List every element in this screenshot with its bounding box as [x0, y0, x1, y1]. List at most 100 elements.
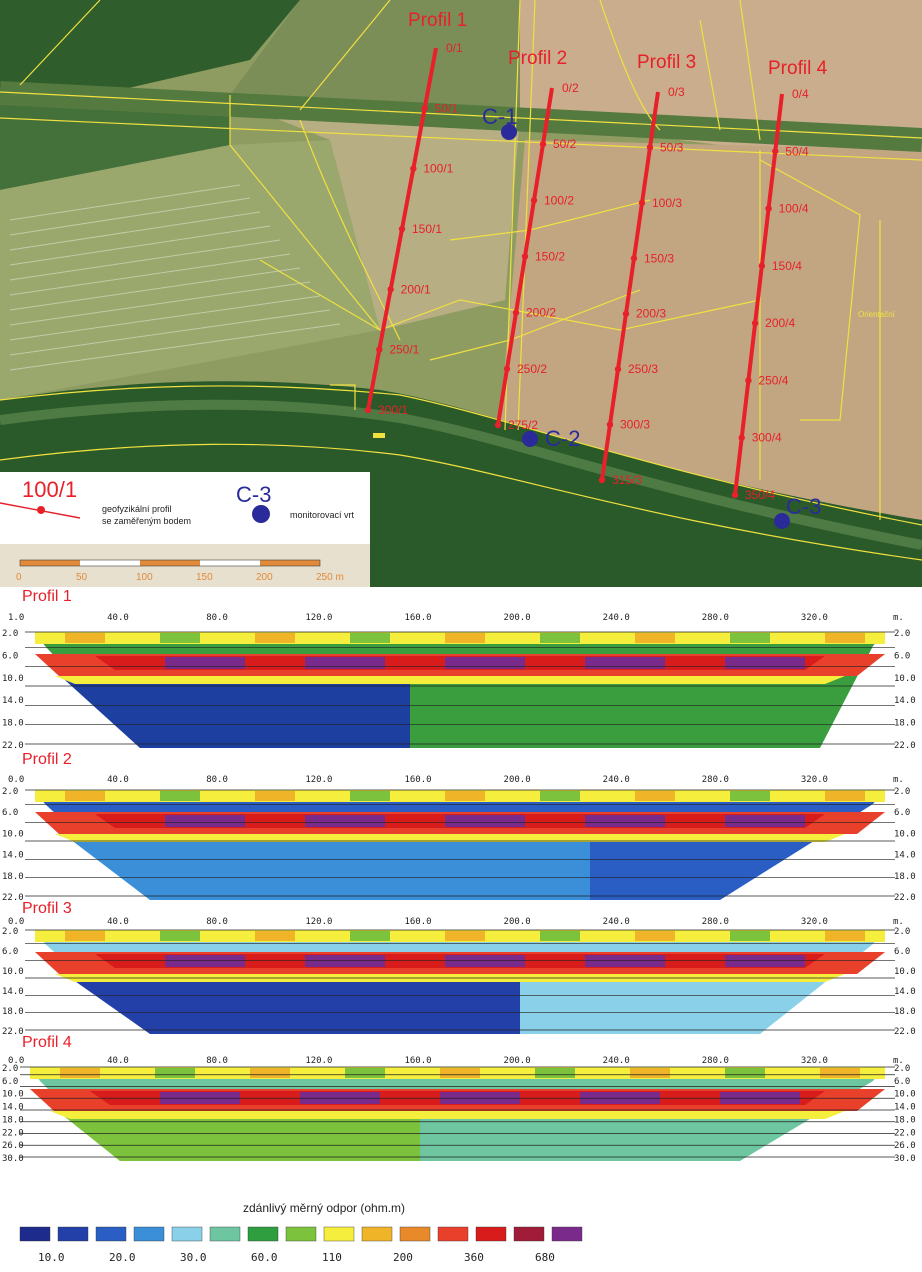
- top-patch: [730, 931, 770, 941]
- depth-tick-left: 10.0: [2, 1090, 24, 1100]
- depth-tick-right: 14.0: [894, 987, 916, 997]
- depth-tick-left: 18.0: [2, 1115, 24, 1125]
- profile-1: Profil 1 0/1 50/1 100/1 150/1 200/1 250/1 300/1: [364, 10, 467, 417]
- purple-body: [305, 815, 385, 827]
- x-tick-label: 40.0: [107, 775, 129, 785]
- top-patch: [65, 791, 105, 801]
- station-point: [638, 199, 646, 207]
- field-south-east: [500, 140, 922, 520]
- x-tick-label: 320.0: [801, 775, 828, 785]
- x-tick-label: 1.0: [8, 613, 24, 623]
- scale-bar-ticks: 0 50 100 150 200 250 m: [16, 572, 344, 583]
- station-label: 250/1: [389, 343, 419, 357]
- top-patch: [250, 1068, 290, 1078]
- profile-lines: Profil 1 0/1 50/1 100/1 150/1 200/1 250/1 300/1…: [364, 10, 828, 502]
- depth-tick-right: 10.0: [894, 1090, 916, 1100]
- top-patch: [65, 931, 105, 941]
- depth-tick-right: 2.0: [894, 1064, 910, 1074]
- depth-tick-right: 14.0: [894, 696, 916, 706]
- top-patch: [350, 791, 390, 801]
- top-patch: [635, 633, 675, 643]
- x-tick-label: 40.0: [107, 613, 129, 623]
- x-tick-label: 200.0: [504, 1056, 531, 1066]
- x-tick-label: 240.0: [603, 613, 630, 623]
- color-swatch: [437, 1226, 469, 1242]
- x-tick-label: 160.0: [404, 1056, 431, 1066]
- legend-profile-sample: 100/1: [22, 477, 77, 502]
- color-swatch: [171, 1226, 203, 1242]
- depth-tick-right: 14.0: [894, 1103, 916, 1113]
- top-patch: [825, 791, 865, 801]
- depth-tick-left: 6.0: [2, 947, 18, 957]
- depth-tick-left: 2.0: [2, 787, 18, 797]
- depth-tick-left: 22.0: [2, 1128, 24, 1138]
- top-patch: [730, 633, 770, 643]
- station-point: [772, 148, 779, 155]
- x-tick-label: 80.0: [206, 917, 228, 927]
- purple-body: [585, 657, 665, 669]
- depth-tick-right: 18.0: [894, 872, 916, 882]
- purple-body: [445, 657, 525, 669]
- station-point: [494, 421, 502, 429]
- x-tick-label: 280.0: [702, 1056, 729, 1066]
- station-label: 315/3: [612, 473, 642, 487]
- transition-layer: [55, 834, 845, 842]
- station-label: 100/2: [544, 193, 574, 207]
- station-point: [421, 105, 428, 112]
- profile-line: [733, 93, 784, 496]
- station-label: 300/4: [752, 431, 782, 445]
- x-tick-label: 240.0: [603, 775, 630, 785]
- legend-well-text: monitorovací vrt: [290, 510, 355, 520]
- station-point: [410, 165, 417, 172]
- profile-4: Profil 4 0/4 50/4 100/4 150/4 200/4 250/4 300/4…: [731, 58, 828, 502]
- resistivity-section-profil-4: 0.0 40.0 80.0 120.0 160.0 200.0 240.0 280.0 320.…: [2, 1056, 916, 1164]
- station-point: [503, 365, 511, 373]
- depth-tick-left: 14.0: [2, 1103, 24, 1113]
- scale-tick: 0: [16, 572, 22, 583]
- x-tick-label: 280.0: [702, 917, 729, 927]
- map-legend-box: [0, 472, 370, 544]
- station-label: 275/2: [508, 418, 538, 432]
- x-tick-label: 120.0: [305, 775, 332, 785]
- depth-tick-right: 6.0: [894, 1077, 910, 1087]
- depth-tick-left: 18.0: [2, 872, 24, 882]
- station-label: 200/1: [401, 282, 431, 296]
- top-patch: [155, 1068, 195, 1078]
- resistivity-section-profil-1: 1.0 40.0 80.0 120.0 160.0 200.0 240.0 280.0 320.…: [2, 613, 916, 750]
- unit-label: m.: [893, 613, 904, 623]
- section-title-3: Profil 3: [22, 900, 72, 917]
- depth-tick-right: 22.0: [894, 893, 916, 902]
- forest-area-nw: [0, 0, 300, 90]
- top-patch: [255, 791, 295, 801]
- top-patch: [540, 931, 580, 941]
- station-label: 0/4: [792, 87, 809, 101]
- top-patch: [535, 1068, 575, 1078]
- depth-tick-left: 22.0: [2, 1027, 24, 1036]
- well-label: C-1: [482, 104, 517, 129]
- green-strip: [0, 81, 922, 152]
- section-title-1: Profil 1: [22, 588, 72, 605]
- depth-tick-right: 18.0: [894, 1115, 916, 1125]
- depth-tick-left: 2.0: [2, 1064, 18, 1074]
- profile-label: Profil 2: [508, 48, 567, 69]
- x-tick-label: 120.0: [305, 1056, 332, 1066]
- depth-tick-left: 18.0: [2, 1007, 24, 1017]
- top-patch: [825, 931, 865, 941]
- transition-layer: [55, 676, 845, 684]
- station-label: 100/3: [652, 196, 682, 210]
- station-label: 250/2: [517, 362, 547, 376]
- station-label: 0/1: [446, 41, 463, 55]
- x-tick-label: 320.0: [801, 1056, 828, 1066]
- depth-tick-left: 22.0: [2, 741, 24, 750]
- field-center-west: [230, 100, 520, 330]
- depth-tick-right: 18.0: [894, 719, 916, 729]
- color-swatch: [475, 1226, 507, 1242]
- station-label: 150/2: [535, 250, 565, 264]
- unit-label: m.: [893, 775, 904, 785]
- station-label: 50/1: [435, 101, 459, 115]
- depth-tick-right: 22.0: [894, 1128, 916, 1138]
- section-title-4: Profil 4: [22, 1034, 72, 1051]
- top-patch: [445, 633, 485, 643]
- color-swatch: [247, 1226, 279, 1242]
